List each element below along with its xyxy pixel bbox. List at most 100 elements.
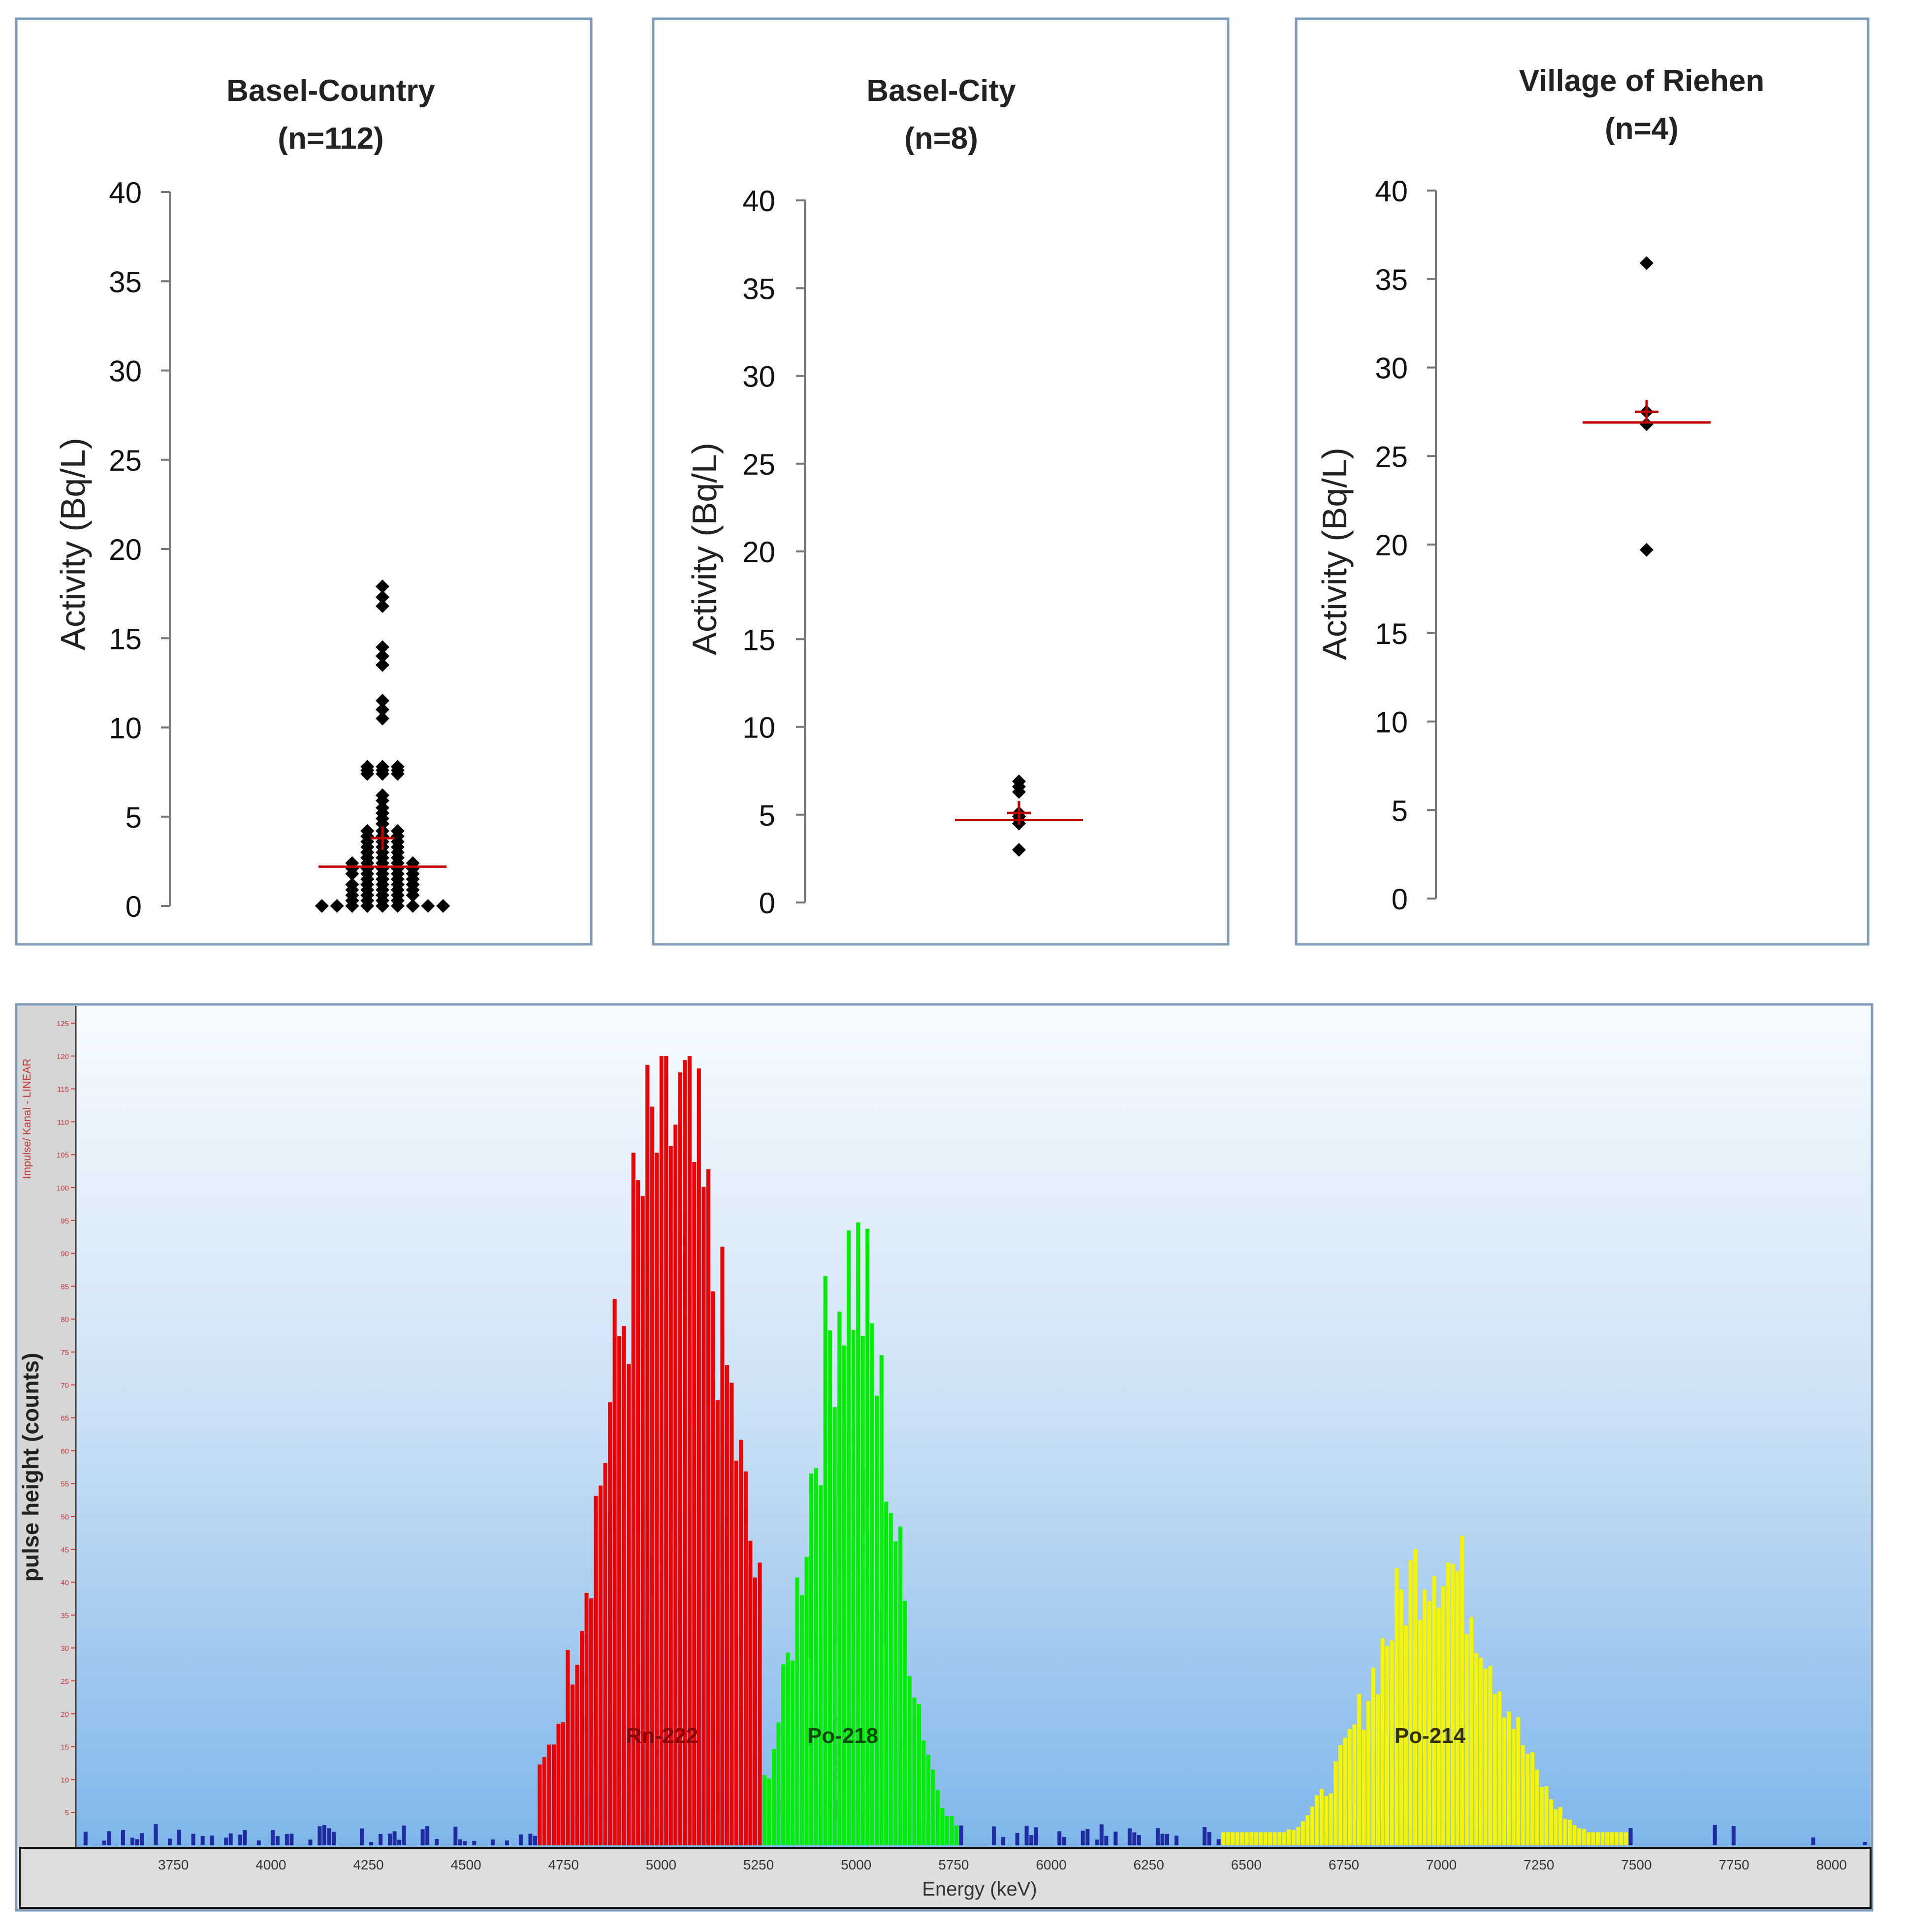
x-tick-label: 7750 xyxy=(1718,1857,1749,1872)
panel-frame xyxy=(652,17,1230,946)
spectrum-bar xyxy=(758,1562,762,1845)
x-tick-label: 6250 xyxy=(1134,1857,1164,1872)
y-tick-label: 50 xyxy=(61,1513,69,1521)
spectrum-bar xyxy=(322,1825,326,1845)
spectrum-bar xyxy=(734,1460,738,1845)
spectrum-bar xyxy=(1315,1795,1319,1845)
x-tick-label: 7000 xyxy=(1426,1857,1457,1872)
spectrum-bar xyxy=(1104,1835,1109,1845)
spectrum-bar xyxy=(673,1125,678,1845)
spectrum-bar xyxy=(1015,1833,1019,1845)
panel-basel-city: Basel-City (n=8) Activity (Bq/L) 0 5 10 15 2… xyxy=(652,17,1230,946)
spectrum-bar xyxy=(331,1832,336,1845)
spectrum-bar xyxy=(692,1161,697,1845)
data-point xyxy=(376,640,389,654)
y-tick-label: 30 xyxy=(109,355,142,388)
spectrum-bar xyxy=(177,1830,182,1845)
spectrum-bar xyxy=(388,1834,392,1845)
spectrum-bar xyxy=(603,1463,607,1845)
data-point xyxy=(376,801,389,815)
spectrum-bar xyxy=(1352,1724,1357,1845)
spectrum-bar xyxy=(538,1764,542,1845)
spectrum-bar xyxy=(135,1839,139,1845)
spectrum-bar xyxy=(828,1330,832,1845)
y-tick-label: 30 xyxy=(1375,352,1408,385)
data-points xyxy=(315,580,450,913)
spectrum-bar xyxy=(791,1660,795,1845)
spectrum-bar xyxy=(823,1276,827,1845)
spectrum-bar xyxy=(1507,1711,1511,1845)
y-tick-label: 0 xyxy=(1392,883,1408,916)
data-point xyxy=(390,760,405,774)
y-tick-label: 10 xyxy=(1375,706,1408,739)
y-tick-label: 30 xyxy=(61,1644,69,1653)
spectrum-bar xyxy=(1259,1832,1263,1845)
spectrum-bar xyxy=(533,1835,537,1845)
spectrum-bar xyxy=(842,1345,846,1845)
y-tick-label: 10 xyxy=(61,1776,69,1784)
spectrum-bar xyxy=(1418,1620,1422,1845)
spectrum-bar xyxy=(425,1826,430,1845)
x-tick-label: 4000 xyxy=(255,1857,286,1872)
spectrum-bar xyxy=(706,1169,710,1845)
spectrum-bar xyxy=(1305,1815,1310,1845)
data-point xyxy=(376,703,389,717)
y-tick-label: 0 xyxy=(126,890,142,923)
spectrum-bar xyxy=(1596,1832,1600,1845)
spectrum-bar xyxy=(435,1839,439,1845)
spectrum-bar xyxy=(1558,1807,1562,1845)
y-tick-label: 35 xyxy=(109,265,142,298)
spectrum-bar xyxy=(275,1836,280,1845)
spectrum-bar xyxy=(139,1833,144,1845)
spectrum-bar xyxy=(1287,1829,1291,1845)
spectrum-bar xyxy=(1268,1832,1272,1845)
x-tick-label: 8000 xyxy=(1816,1857,1847,1872)
spectrum-bar xyxy=(1329,1793,1333,1845)
x-tick-label: 5250 xyxy=(743,1857,774,1872)
y-tick-label: 35 xyxy=(61,1611,69,1620)
spectrum-bar xyxy=(950,1815,954,1845)
spectrum-bar xyxy=(1155,1828,1160,1845)
spectrum-bar xyxy=(1357,1694,1361,1845)
spectrum-bar xyxy=(772,1749,776,1845)
spectrum-bar xyxy=(1615,1832,1619,1845)
spectrum-bar xyxy=(1137,1835,1141,1845)
data-point xyxy=(376,788,389,803)
spectrum-bar xyxy=(935,1790,940,1845)
spectrum-bar xyxy=(1277,1832,1282,1845)
spectrum-bar xyxy=(1567,1819,1572,1845)
summary-markers xyxy=(318,826,446,868)
spectrum-bar xyxy=(1563,1819,1567,1845)
spectrum-bar xyxy=(940,1807,945,1845)
x-tick-label: 5750 xyxy=(938,1857,969,1872)
spectrum-bar xyxy=(542,1757,546,1845)
spectrum-bar xyxy=(1521,1745,1525,1845)
spectrum-bar xyxy=(959,1825,963,1845)
spectrum-bar xyxy=(1385,1646,1390,1845)
spectrum-bar xyxy=(1165,1834,1169,1845)
x-axis-ticks: 3750 4000 4250 4500 4750 5000 5250 5000 5750 6000… xyxy=(158,1857,1847,1872)
spectrum-bar xyxy=(631,1153,635,1845)
spectrum-bar xyxy=(1319,1789,1324,1845)
spectrum-bar xyxy=(1343,1738,1347,1845)
spectrum-bar xyxy=(1413,1549,1418,1845)
spectrum-bar xyxy=(1296,1827,1301,1845)
spectrum-bar xyxy=(1619,1832,1623,1845)
y-tick-label: 35 xyxy=(1375,263,1408,296)
spectrum-bar xyxy=(1511,1729,1516,1845)
spectrum-bar xyxy=(800,1595,804,1845)
spectrum-bar xyxy=(453,1827,458,1845)
spectrum-bar xyxy=(1516,1717,1521,1845)
spectrum-bar xyxy=(617,1336,622,1845)
data-points xyxy=(1640,256,1653,557)
y-tick-label: 40 xyxy=(1375,175,1408,208)
spectrum-bar xyxy=(102,1840,106,1845)
y-axis: 0 5 10 15 20 25 30 35 40 xyxy=(109,176,171,923)
spectrum-bar xyxy=(954,1825,958,1845)
y-tick-label: 15 xyxy=(61,1743,69,1752)
spectrum-bar xyxy=(926,1754,930,1845)
spectrum-bar xyxy=(1404,1625,1408,1845)
spectrum-bar xyxy=(1029,1835,1034,1845)
spectrum-bar xyxy=(1366,1701,1370,1845)
spectrum-bar xyxy=(1362,1730,1366,1845)
